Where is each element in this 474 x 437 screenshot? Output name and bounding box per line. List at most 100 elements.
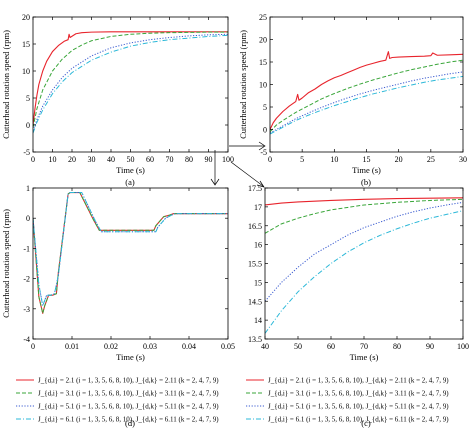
x-tick-label-c: 60 [327,342,335,351]
series-line-a-3 [33,33,228,131]
x-tick-label-c: 70 [360,342,368,351]
panel-label-b: (b) [361,177,371,187]
legend-entry: J_{d,i} = 5.1 (i = 1, 3, 5, 6, 8, 10), J… [38,403,219,411]
x-tick-label-a: 0 [31,155,35,164]
x-tick-label-b: 20 [395,155,403,164]
series-line-c-1 [265,197,463,206]
x-tick-label-d: 0.02 [104,342,118,351]
legend-left: J_{d,i} = 2.1 (i = 1, 3, 5, 6, 8, 10), J… [12,372,238,429]
y-tick-label-d: 1 [26,184,30,193]
series-line-d-1 [33,191,228,314]
y-tick-label-c: 15 [254,278,262,287]
y-tick-label-a: 15 [22,40,30,49]
x-tick-label-b: 5 [300,155,304,164]
x-tick-label-a: 20 [68,155,76,164]
legend-entry: J_{d,i} = 3.1 (i = 1, 3, 5, 6, 8, 10), J… [268,390,449,398]
y-tick-label-a: 20 [22,13,30,22]
y-tick-label-d: 0 [26,214,30,223]
x-tick-label-b: 10 [330,155,338,164]
x-tick-label-b: 0 [268,155,272,164]
x-tick-label-a: 90 [205,155,213,164]
panel-d: 0 0.01 0.02 0.03 0.04 0.05 -4 -3 -2 -1 0 1 Time (s) C… [1,184,235,362]
x-axis-label-b: Time (s) [352,165,381,175]
plot-frame-c [264,187,464,340]
x-axis-label-d: Time (s) [116,352,145,362]
y-tick-label-c: 17 [254,203,262,212]
x-tick-label-c: 100 [457,342,469,351]
y-tick-label-d: -1 [23,244,30,253]
x-tick-label-a: 100 [222,155,234,164]
x-tick-label-c: 90 [426,342,434,351]
y-tick-label-b: -5 [260,148,267,157]
x-tick-label-d: 0.03 [143,342,157,351]
y-tick-label-c: 16 [254,241,262,250]
series-line-c-2 [265,198,463,234]
x-tick-label-d: 0 [31,342,35,351]
x-axis-label-c: Time (s) [350,352,379,362]
series-line-c-4 [265,210,463,334]
series-line-b-2 [270,59,463,133]
y-tick-label-d: -2 [23,275,30,284]
x-tick-label-c: 50 [294,342,302,351]
plot-frame-a [32,16,229,153]
legend-entry: J_{d,i} = 6.1 (i = 1, 3, 5, 6, 8, 10), J… [268,416,449,424]
y-tick-label-a: 5 [26,94,30,103]
series-line-b-4 [270,75,463,135]
series-line-d-2 [33,192,228,314]
x-tick-label-a: 10 [49,155,57,164]
y-tick-label-b: 25 [259,13,267,22]
x-tick-label-d: 0.04 [182,342,196,351]
y-tick-label-c: 14.5 [248,297,262,306]
series-line-b-3 [270,71,463,134]
x-tick-label-a: 60 [146,155,154,164]
x-tick-label-d: 0.05 [221,342,235,351]
series-line-c-3 [265,201,463,302]
legend-entry: J_{d,i} = 6.1 (i = 1, 3, 5, 6, 8, 10), J… [38,416,219,424]
legend-entry: J_{d,i} = 5.1 (i = 1, 3, 5, 6, 8, 10), J… [268,403,449,411]
plot-frame-d [32,187,229,340]
x-tick-label-a: 40 [107,155,115,164]
x-tick-label-a: 70 [166,155,174,164]
y-axis-label-d: Cutterhead rotation speed (rpm) [1,209,11,318]
x-tick-label-d: 0.01 [65,342,79,351]
y-tick-label-b: 0 [263,126,267,135]
series-line-d-3 [33,192,228,307]
y-tick-label-a: -5 [23,148,30,157]
series-line-b-1 [270,51,463,130]
legend-entry: J_{d,i} = 3.1 (i = 1, 3, 5, 6, 8, 10), J… [38,390,219,398]
y-axis-label-a: Cutterhead rotation speed (rpm) [1,30,11,139]
panel-label-d: (d) [125,418,135,428]
y-tick-label-a: 10 [22,67,30,76]
legend-entry: J_{d,i} = 2.1 (i = 1, 3, 5, 6, 8, 10), J… [38,377,219,385]
y-tick-label-a: 0 [26,121,30,130]
y-tick-label-d: -3 [23,305,30,314]
legend-entry: J_{d,i} = 2.1 (i = 1, 3, 5, 6, 8, 10), J… [268,377,449,385]
legend-right: J_{d,i} = 2.1 (i = 1, 3, 5, 6, 8, 10), J… [242,372,468,429]
x-tick-label-c: 40 [261,342,269,351]
y-axis-label-b: Cutterhead rotation speed (rpm) [238,30,248,139]
x-tick-label-a: 80 [185,155,193,164]
x-tick-label-b: 25 [427,155,435,164]
y-tick-label-b: 5 [263,103,267,112]
y-tick-label-b: 20 [259,36,267,45]
series-line-a-1 [33,31,228,126]
y-tick-label-c: 17.5 [248,184,262,193]
zoom-connectors [210,141,266,188]
y-tick-label-c: 14 [254,316,262,325]
x-tick-label-b: 15 [363,155,371,164]
y-tick-label-d: -4 [23,335,30,344]
y-tick-label-c: 13.5 [248,335,262,344]
plot-frame-b [269,16,464,153]
x-axis-label-a: Time (s) [116,165,145,175]
y-tick-label-c: 15.5 [248,260,262,269]
series-line-a-4 [33,34,228,134]
y-tick-label-b: 15 [259,58,267,67]
series-line-d-4 [33,192,228,307]
panel-label-a: (a) [125,177,135,187]
x-tick-label-a: 50 [127,155,135,164]
panel-c: 40 50 60 70 80 90 100 13.5 14 14.5 15 15.5 16 16.5 17 1… [248,184,469,362]
series-line-a-2 [33,31,228,128]
